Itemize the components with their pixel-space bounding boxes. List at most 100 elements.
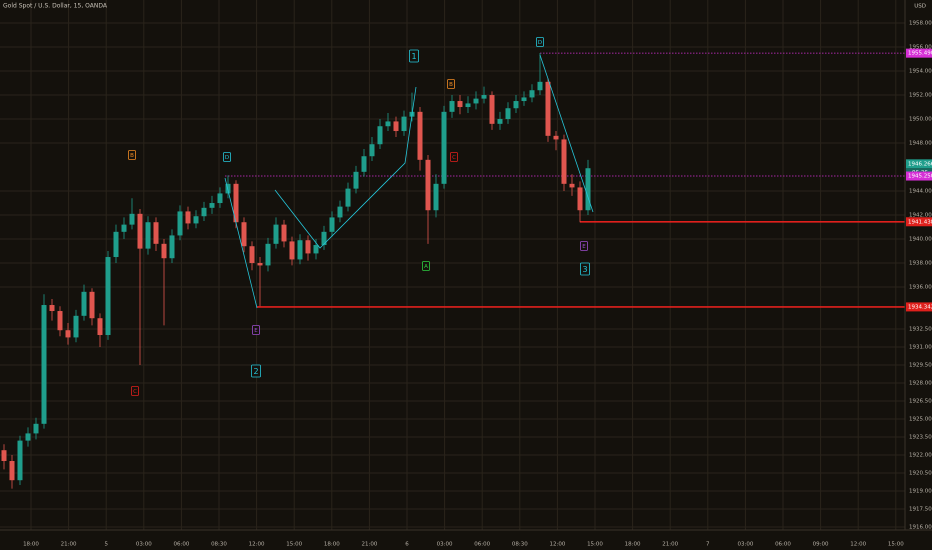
- symbol-title: Gold Spot / U.S. Dollar, 15, OANDA: [3, 3, 108, 10]
- x-tick-label: 18:00: [324, 542, 340, 548]
- wave-label-box: [580, 262, 590, 276]
- price-label-bg: [906, 217, 932, 227]
- price-label-bg: [906, 159, 932, 169]
- price-label: 1941.438: [908, 219, 932, 225]
- x-tick-label: 08:30: [512, 542, 528, 548]
- candle-body: [57, 311, 63, 331]
- wave-label-box: [450, 152, 458, 162]
- candle-body: [209, 203, 215, 208]
- candle-body: [33, 423, 39, 434]
- candle-body: [393, 121, 399, 132]
- wave-label-box: [447, 79, 455, 89]
- candle-body: [313, 245, 319, 254]
- y-tick-label: 1932.500: [909, 327, 932, 333]
- y-tick-label: 1917.500: [909, 507, 932, 513]
- x-tick-label: 06:00: [474, 542, 490, 548]
- wave-label-box: [409, 49, 419, 63]
- x-tick-label: 08:30: [211, 542, 227, 548]
- x-tick-label: 15:00: [286, 542, 302, 548]
- y-tick-label: 1928.000: [909, 381, 932, 387]
- y-tick-label: 1920.500: [909, 471, 932, 477]
- candle-body: [401, 116, 407, 132]
- x-tick-label: 12:00: [549, 542, 565, 548]
- candle-body: [417, 111, 423, 160]
- candle-body: [137, 213, 143, 249]
- y-tick-label: 1938.000: [909, 261, 932, 267]
- candle-body: [169, 235, 175, 259]
- candle-body: [265, 243, 271, 266]
- x-tick-label: 03:00: [136, 542, 152, 548]
- candle-body: [545, 81, 551, 136]
- y-tick-label: 1925.000: [909, 417, 932, 423]
- candle-body: [457, 101, 463, 108]
- price-label: 1955.490: [908, 51, 932, 57]
- candle-body: [385, 121, 391, 127]
- wave-line: [274, 86, 417, 249]
- candle-body: [425, 159, 431, 211]
- price-label-bg: [906, 171, 932, 181]
- candle-body: [433, 183, 439, 211]
- wave-label-box: [251, 364, 261, 378]
- candle-body: [129, 213, 135, 225]
- x-tick-label: 09:00: [813, 542, 829, 548]
- candle-body: [361, 156, 367, 172]
- wave-label: E: [582, 244, 586, 250]
- wave-label-box: [580, 241, 588, 251]
- candle-body: [569, 183, 575, 188]
- candle-body: [249, 246, 255, 264]
- candle-body: [505, 108, 511, 120]
- candle-body: [281, 224, 287, 242]
- x-tick-label: 21:00: [61, 542, 77, 548]
- candle-body: [553, 135, 559, 140]
- price-label-bg: [906, 302, 932, 312]
- x-tick-label: 15:00: [587, 542, 603, 548]
- wave-label-box: [223, 152, 231, 162]
- candle-body: [193, 216, 199, 224]
- y-tick-label: 1922.000: [909, 453, 932, 459]
- candles: [1, 53, 591, 489]
- price-label: 1945.250: [908, 174, 932, 180]
- wave-label: 1: [411, 52, 416, 61]
- wave-label: D: [538, 40, 542, 46]
- price-label: 1934.342: [908, 304, 932, 310]
- candle-body: [529, 90, 535, 98]
- wave-label-box: [422, 261, 430, 271]
- candle-body: [49, 305, 55, 312]
- candle-body: [305, 240, 311, 254]
- wave-label: B: [449, 82, 453, 88]
- candle-body: [217, 193, 223, 204]
- candle-body: [473, 98, 479, 104]
- y-tick-label: 1950.000: [909, 117, 932, 123]
- x-tick-label: 12:00: [249, 542, 265, 548]
- candle-body: [161, 243, 167, 259]
- candle-body: [289, 241, 295, 260]
- x-tick-label: 6: [405, 542, 409, 548]
- y-tick-label: 1952.000: [909, 93, 932, 99]
- price-label: 1946.266: [908, 161, 932, 167]
- grid: [0, 0, 905, 530]
- candle-body: [497, 119, 503, 124]
- candle-body: [585, 168, 591, 211]
- y-tick-label: 1944.000: [909, 189, 932, 195]
- axes: 1958.000 1956.000 1954.000 1952.000 1950.000…: [23, 21, 932, 548]
- candle-body: [441, 111, 447, 184]
- y-tick-label: 1926.500: [909, 399, 932, 405]
- candle-body: [81, 291, 87, 316]
- y-tick-label: 1936.000: [909, 285, 932, 291]
- candle-body: [9, 461, 15, 481]
- candle-body: [321, 231, 327, 246]
- candle-body: [561, 139, 567, 184]
- candle-body: [153, 222, 159, 244]
- wave-label: C: [133, 389, 137, 395]
- candle-body: [489, 95, 495, 124]
- y-tick-label: 1948.000: [909, 141, 932, 147]
- x-tick-label: 06:00: [775, 542, 791, 548]
- candle-body: [273, 224, 279, 244]
- candle-body: [185, 211, 191, 224]
- wave-label: C: [452, 155, 456, 161]
- candle-body: [89, 291, 95, 319]
- candle-body: [465, 103, 471, 108]
- x-tick-label: 12:00: [850, 542, 866, 548]
- y-tick-label: 1929.500: [909, 363, 932, 369]
